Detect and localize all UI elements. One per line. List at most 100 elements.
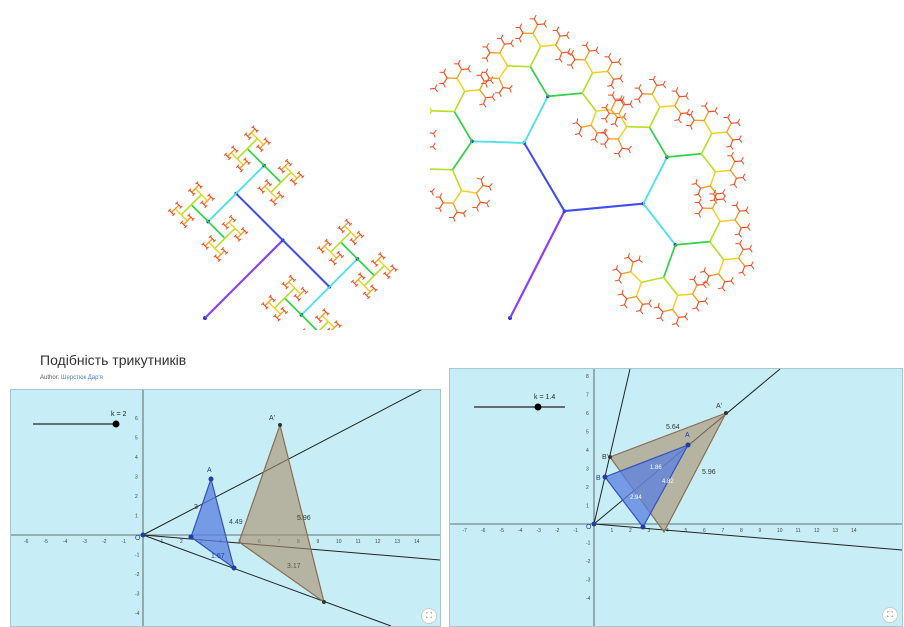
tree-branch [609, 53, 611, 57]
side-label-bottom: 3.17 [287, 563, 301, 570]
point-a[interactable] [209, 477, 214, 482]
point-a-prime[interactable] [724, 411, 728, 415]
tree-branch [673, 295, 678, 309]
tree-branch [520, 24, 522, 28]
tree-branch [458, 60, 460, 64]
big-triangle[interactable] [239, 425, 324, 602]
tree-branch [215, 255, 216, 256]
tree-branch [222, 247, 223, 248]
point-o[interactable] [141, 533, 146, 538]
tree-branch [492, 97, 495, 100]
tree-branch [728, 118, 731, 124]
tree-branch [510, 211, 564, 318]
tree-branch [177, 202, 178, 203]
tree-branch [750, 245, 752, 249]
tree-branch [224, 154, 225, 155]
tree-branch [596, 47, 598, 51]
point-c-prime[interactable] [322, 600, 326, 604]
tree-branch [345, 222, 349, 226]
tree-branch [499, 78, 503, 87]
tree-branch [285, 282, 289, 286]
tree-branch [722, 288, 725, 291]
tree-branch [511, 40, 513, 44]
tree-branch [585, 51, 590, 60]
tree-branch [277, 195, 281, 199]
x-tick-label: 8 [740, 528, 743, 534]
tree-branch [304, 329, 305, 330]
tree-branch [710, 186, 716, 194]
tree-branch [243, 159, 244, 160]
tree-branch [364, 277, 365, 278]
tree-branch [624, 257, 628, 258]
tree-branch [675, 242, 709, 245]
tree-branch [500, 53, 508, 66]
tree-branch [358, 274, 359, 275]
tree-branch [596, 110, 611, 111]
tree-branch [267, 307, 268, 308]
tree-branch [730, 162, 735, 171]
expand-icon[interactable]: ⛶ [421, 608, 437, 624]
point-o[interactable] [592, 522, 597, 527]
tree-branch [327, 314, 328, 315]
tree-branch [291, 172, 297, 178]
tree-branch [237, 238, 239, 240]
tree-branch [342, 232, 343, 233]
tree-branch [630, 100, 632, 104]
tree-branch [367, 292, 371, 296]
tree-branch [487, 47, 490, 53]
tree-branch [611, 124, 615, 125]
tree-branch [741, 157, 743, 161]
tree-branch [274, 299, 275, 300]
tree-branch [704, 285, 707, 288]
tree-branch [291, 178, 292, 179]
tree-branch [430, 111, 432, 123]
tree-branch [487, 203, 489, 207]
tree-branch [727, 123, 732, 132]
tree-branch [321, 246, 325, 250]
point-c[interactable] [232, 566, 237, 571]
tree-branch [294, 279, 295, 280]
tree-branch [735, 161, 742, 162]
side-label-small-ab: 3 [194, 504, 198, 511]
tree-branch [614, 79, 621, 80]
tree-branch [701, 154, 715, 172]
point-c[interactable] [641, 525, 646, 530]
tree-branch [746, 211, 749, 214]
tree-branch [641, 277, 663, 282]
tree-branch [271, 184, 272, 185]
point-b-prime[interactable] [608, 455, 612, 459]
tree-branch [652, 85, 657, 94]
tree-branch [453, 170, 462, 191]
tree-branch [667, 154, 701, 157]
tree-branch [225, 228, 235, 238]
expand-icon[interactable]: ⛶ [882, 607, 898, 623]
tree-branch [174, 213, 175, 214]
tree-branch [237, 159, 243, 165]
tree-branch [434, 133, 436, 137]
tree-branch [577, 123, 582, 128]
point-a-prime[interactable] [278, 423, 282, 427]
tree-branch [567, 35, 570, 38]
tree-branch [389, 276, 390, 277]
point-b[interactable] [189, 535, 194, 540]
tree-branch [654, 307, 658, 308]
slider-handle[interactable] [113, 421, 120, 428]
tree-branch [491, 80, 494, 83]
tree-branch [263, 191, 264, 192]
tree-branch [221, 249, 222, 250]
tree-branch [205, 240, 283, 318]
tree-branch [251, 127, 252, 128]
tree-branch [674, 120, 678, 121]
tree-branch [203, 243, 204, 244]
y-tick-label: 5 [135, 436, 138, 442]
tree-branch [731, 123, 738, 124]
point-b[interactable] [603, 475, 608, 480]
point-a[interactable] [686, 443, 691, 448]
slider-handle[interactable] [535, 404, 542, 411]
author-link[interactable]: Шерстюк Дар'я [61, 375, 103, 381]
tree-branch [247, 232, 248, 233]
